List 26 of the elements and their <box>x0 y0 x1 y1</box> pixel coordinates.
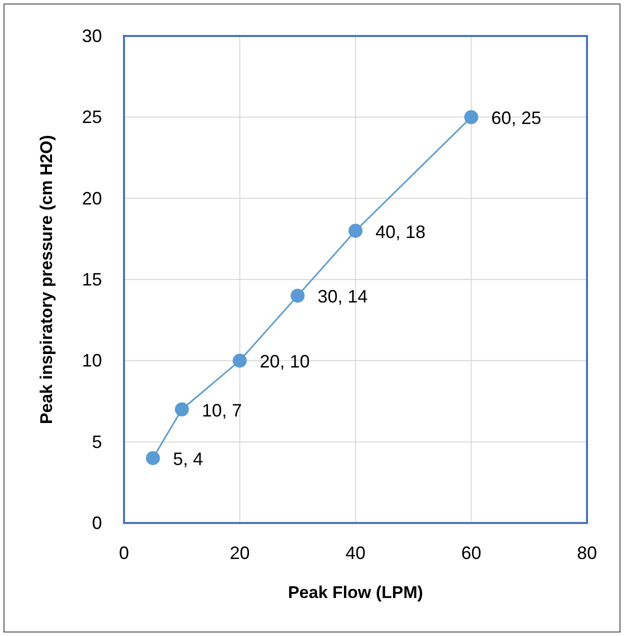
data-label: 40, 18 <box>376 222 426 242</box>
data-label: 20, 10 <box>260 352 310 372</box>
point <box>232 354 247 368</box>
y-tick-label: 15 <box>82 270 102 290</box>
y-axis-title: Peak inspiratory pressure (cm H2O) <box>37 134 56 424</box>
point <box>174 402 189 416</box>
y-tick-label: 5 <box>92 432 102 452</box>
data-label: 5, 4 <box>172 449 203 470</box>
x-tick-label: 40 <box>345 543 366 563</box>
data-label: 10, 7 <box>202 400 242 420</box>
y-tick-label: 0 <box>92 513 102 533</box>
x-tick-label: 80 <box>576 543 598 563</box>
y-tick-label: 30 <box>82 26 102 46</box>
data-label: 60, 25 <box>491 108 542 128</box>
data-label: 30, 14 <box>318 286 368 307</box>
point <box>464 110 478 124</box>
x-axis-title: Peak Flow (LPM) <box>288 583 424 602</box>
y-tick-label: 10 <box>82 350 102 371</box>
x-tick-label: 0 <box>118 543 130 563</box>
point <box>290 288 305 303</box>
y-tick-label: 25 <box>82 107 102 128</box>
point <box>348 224 362 238</box>
x-tick-label: 20 <box>230 543 250 563</box>
x-tick-label: 60 <box>461 543 482 563</box>
point <box>146 451 160 466</box>
y-tick-label: 20 <box>82 188 102 208</box>
